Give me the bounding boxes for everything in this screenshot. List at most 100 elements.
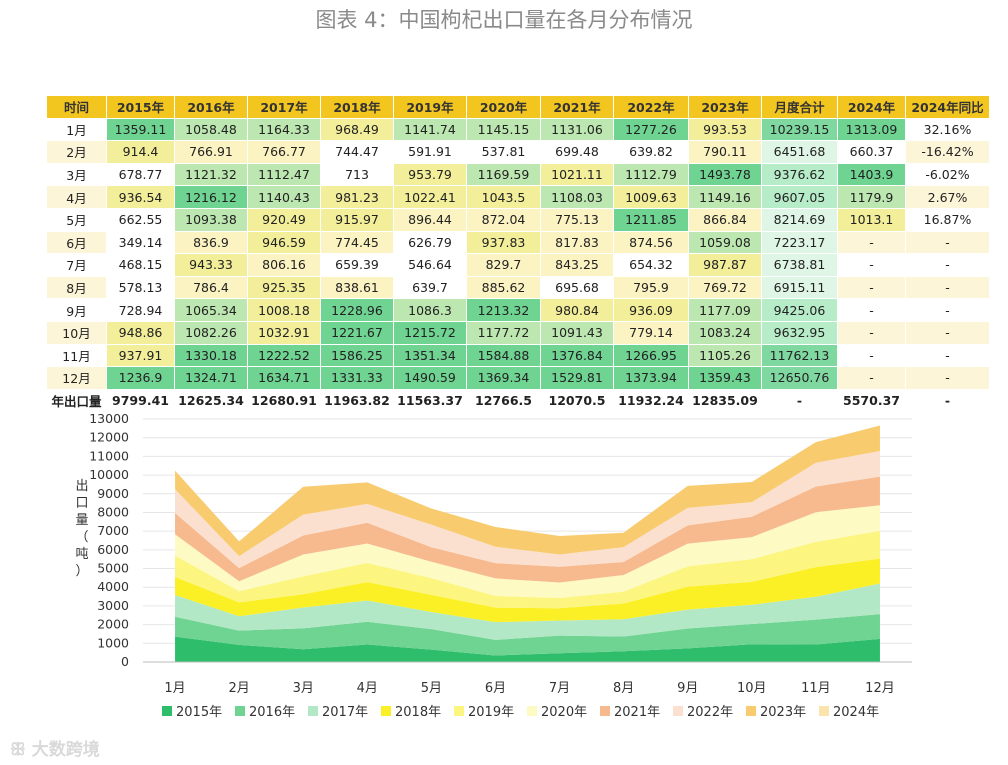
value-cell: 1373.94: [613, 366, 689, 390]
y-axis-label: 量: [75, 513, 88, 528]
annual-total-cell: 11963.82: [320, 389, 394, 413]
annual-total-cell: 12766.5: [466, 389, 541, 413]
value-cell: 948.86: [106, 321, 175, 345]
annual-total-cell: -: [905, 389, 990, 413]
y-tick-label: 10000: [89, 467, 129, 482]
x-tick-label: 12月: [865, 681, 895, 696]
value-cell: 699.48: [540, 140, 614, 164]
monthly-total-cell: 9425.06: [761, 298, 838, 322]
y-tick-label: 3000: [97, 598, 129, 613]
legend-swatch: [746, 706, 756, 716]
value-cell: 1359.43: [688, 366, 762, 390]
value-cell: 744.47: [320, 140, 394, 164]
annual-total-cell: 12070.5: [540, 389, 614, 413]
value-cell: 769.72: [688, 276, 762, 300]
value-cell: 1059.08: [688, 231, 762, 255]
value-cell: 1141.74: [393, 118, 467, 142]
table-row: 8月 578.13 786.4 925.35 838.61 639.7 885.62 695.…: [47, 276, 990, 300]
year-2024-cell: -: [837, 366, 906, 390]
value-cell: 1277.26: [613, 118, 689, 142]
y-tick-label: 2000: [97, 617, 129, 632]
year-2024-cell: -: [837, 231, 906, 255]
monthly-total-cell: 9607.05: [761, 185, 838, 209]
month-cell: 5月: [47, 208, 107, 232]
year-2024-cell: -: [837, 344, 906, 368]
series-area: [175, 505, 880, 599]
value-cell: 1008.18: [247, 298, 321, 322]
value-cell: 775.13: [540, 208, 614, 232]
value-cell: 1083.24: [688, 321, 762, 345]
yoy-cell: -: [905, 321, 990, 345]
value-cell: 896.44: [393, 208, 467, 232]
monthly-total-cell: 12650.76: [761, 366, 838, 390]
table-header-cell: 2019年: [393, 96, 467, 119]
y-axis-label: ）: [75, 564, 88, 579]
value-cell: 920.49: [247, 208, 321, 232]
month-cell: 8月: [47, 276, 107, 300]
table-header-cell: 月度合计: [761, 96, 838, 119]
value-cell: 1043.5: [466, 185, 541, 209]
month-cell: 4月: [47, 185, 107, 209]
series-area: [175, 530, 880, 609]
table-header-cell: 2020年: [466, 96, 541, 119]
yoy-cell: -: [905, 366, 990, 390]
monthly-total-cell: 7223.17: [761, 231, 838, 255]
yoy-cell: -: [905, 231, 990, 255]
value-cell: 1331.33: [320, 366, 394, 390]
annual-total-cell: 12680.91: [247, 389, 321, 413]
legend-label: 2019年: [468, 705, 514, 720]
table-header-cell: 2024年: [837, 96, 906, 119]
series-area: [175, 558, 880, 623]
value-cell: 1586.25: [320, 344, 394, 368]
y-tick-label: 6000: [97, 542, 129, 557]
value-cell: 872.04: [466, 208, 541, 232]
annual-total-cell: 11563.37: [393, 389, 467, 413]
table-row: 2月 914.4 766.91 766.77 744.47 591.91 537.81 699…: [47, 140, 990, 164]
y-tick-label: 13000: [89, 411, 129, 426]
value-cell: 1032.91: [247, 321, 321, 345]
monthly-total-cell: 6451.68: [761, 140, 838, 164]
table-row: 9月 728.94 1065.34 1008.18 1228.96 1086.3 1213.…: [47, 298, 990, 322]
value-cell: 713: [320, 163, 394, 187]
value-cell: 1584.88: [466, 344, 541, 368]
value-cell: 728.94: [106, 298, 175, 322]
value-cell: 1022.41: [393, 185, 467, 209]
value-cell: 774.45: [320, 231, 394, 255]
yoy-cell: 32.16%: [905, 118, 990, 142]
value-cell: 1376.84: [540, 344, 614, 368]
y-axis-label: 口: [75, 496, 88, 511]
value-cell: 980.84: [540, 298, 614, 322]
legend-swatch: [600, 706, 610, 716]
year-2024-cell: -: [837, 321, 906, 345]
value-cell: 843.25: [540, 253, 614, 277]
value-cell: 1009.63: [613, 185, 689, 209]
annual-total-cell: 12835.09: [688, 389, 762, 413]
month-cell: 10月: [47, 321, 107, 345]
year-2024-cell: 1179.9: [837, 185, 906, 209]
year-2024-cell: -: [837, 276, 906, 300]
month-cell: 3月: [47, 163, 107, 187]
series-area: [175, 636, 880, 662]
value-cell: 1634.71: [247, 366, 321, 390]
value-cell: 1216.12: [174, 185, 248, 209]
series-area: [175, 583, 880, 640]
y-axis-label: （: [75, 530, 88, 545]
value-cell: 829.7: [466, 253, 541, 277]
monthly-total-cell: 6915.11: [761, 276, 838, 300]
value-cell: 578.13: [106, 276, 175, 300]
y-tick-label: 0: [121, 654, 129, 669]
y-tick-label: 12000: [89, 430, 129, 445]
value-cell: 1177.09: [688, 298, 762, 322]
month-cell: 7月: [47, 253, 107, 277]
monthly-total-cell: 10239.15: [761, 118, 838, 142]
value-cell: 987.87: [688, 253, 762, 277]
table-row: 4月 936.54 1216.12 1140.43 981.23 1022.41 1043.…: [47, 185, 990, 209]
month-cell: 11月: [47, 344, 107, 368]
annual-total-cell: 12625.34: [174, 389, 248, 413]
value-cell: 1065.34: [174, 298, 248, 322]
table-header-cell: 2024年同比: [905, 96, 990, 119]
yoy-cell: 16.87%: [905, 208, 990, 232]
page-title: 图表 4：中国枸杞出口量在各月分布情况: [315, 8, 693, 32]
table-header-cell: 2021年: [540, 96, 614, 119]
legend-swatch: [454, 706, 464, 716]
